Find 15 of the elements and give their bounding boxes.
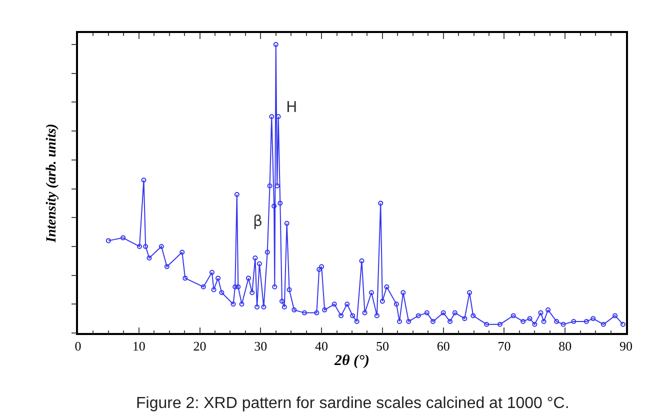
x-tick-label: 20 (193, 338, 206, 354)
x-tick-label: 70 (498, 338, 511, 354)
x-tick-label: 40 (315, 338, 328, 354)
x-tick-label: 30 (254, 338, 268, 354)
x-tick-label: 80 (558, 338, 572, 354)
x-tick-label: 60 (436, 338, 450, 354)
x-tick-label: 90 (620, 338, 632, 354)
annotation: β (253, 212, 263, 230)
x-tick-label: 0 (74, 338, 82, 354)
caption: Figure 2: XRD pattern for sardine scales calcined at 1000 °C. (136, 395, 570, 412)
annotation: H (286, 98, 298, 116)
x-tick-label: 10 (132, 338, 146, 354)
y-axis-title: Intensity (arb. units) (44, 124, 60, 244)
x-tick-label: 50 (376, 338, 389, 354)
x-axis-title: 2θ (°) (333, 352, 370, 369)
